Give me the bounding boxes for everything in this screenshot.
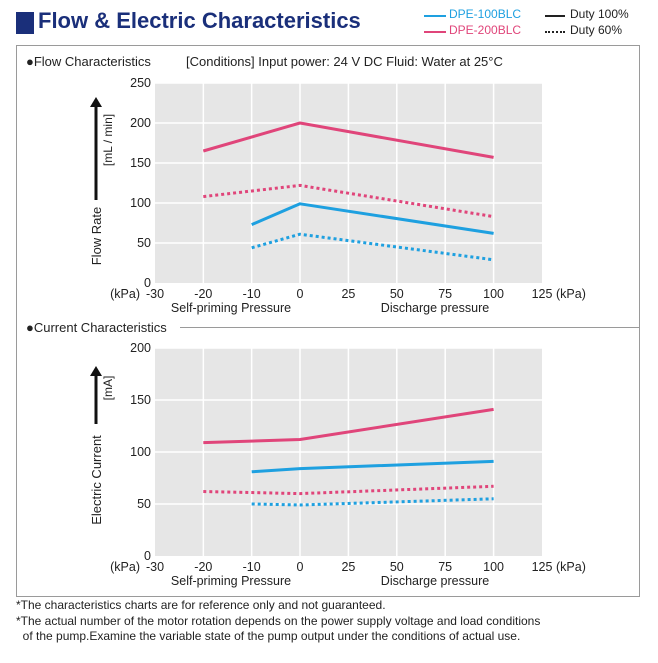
footnote-2: *The actual number of the motor rotation…: [16, 614, 541, 628]
flow-xlabel-right: Discharge pressure: [381, 301, 489, 315]
flow-ytick-label: 100: [130, 196, 151, 210]
legend-label-dpe100: DPE-100BLC: [449, 7, 522, 21]
legend-swatch-duty60: [545, 31, 565, 33]
flow-yaxis-arrow-head: [90, 97, 102, 107]
legend-swatch-duty100: [545, 15, 565, 17]
flow-xtick-label: 25: [341, 287, 355, 301]
current-xtick-label: 100: [483, 560, 504, 574]
flow-xunit-right: (kPa): [556, 287, 586, 301]
flow-series-line-3: [251, 232, 494, 262]
flow-xtick-label: -10: [243, 287, 261, 301]
flow-xtick-label: 75: [438, 287, 452, 301]
title-accent-block: [16, 12, 34, 34]
charts-panel: [16, 45, 640, 597]
flow-xunit-left: (kPa): [110, 287, 140, 301]
flow-xtick-label: -30: [146, 287, 164, 301]
current-xunit-left: (kPa): [110, 560, 140, 574]
current-section-title: ●Current Characteristics: [26, 320, 171, 335]
legend-label-duty100: Duty 100%: [570, 7, 629, 21]
flow-ytick-label: 150: [130, 156, 151, 170]
page-title: Flow & Electric Characteristics: [38, 8, 361, 33]
current-ytick-label: 200: [130, 341, 151, 355]
current-series-line-1: [203, 484, 494, 496]
flow-yunit: [mL / min]: [101, 114, 115, 166]
current-series-line-2: [251, 459, 494, 474]
flow-ytick-label: 200: [130, 116, 151, 130]
legend-label-dpe200: DPE-200BLC: [449, 23, 522, 37]
legend-swatch-dpe200: [424, 31, 446, 33]
current-divider: [180, 327, 640, 328]
current-ytick-label: 150: [130, 393, 151, 407]
current-ytick-label: 100: [130, 445, 151, 459]
current-series-line-0: [203, 407, 494, 445]
flow-conditions: [Conditions] Input power: 24 V DC Fluid:…: [186, 54, 503, 69]
flow-series-line-1: [203, 183, 494, 219]
current-xtick-label: -10: [243, 560, 261, 574]
legend-label-duty60: Duty 60%: [570, 23, 623, 37]
current-xtick-label: 125: [532, 560, 553, 574]
current-xtick-label: 25: [341, 560, 355, 574]
current-ylabel: Electric Current: [89, 435, 104, 525]
current-xtick-label: 0: [297, 560, 304, 574]
flow-xlabel-left: Self-priming Pressure: [171, 301, 291, 315]
flow-series-line-2: [251, 202, 494, 235]
current-ytick-label: 50: [137, 497, 151, 511]
current-xunit-right: (kPa): [556, 560, 586, 574]
current-series-line-3: [251, 497, 494, 507]
flow-ytick-label: 0: [144, 276, 151, 290]
current-ytick-label: 0: [144, 549, 151, 563]
current-xtick-label: -30: [146, 560, 164, 574]
flow-xtick-label: 100: [483, 287, 504, 301]
flow-section-title: ●Flow Characteristics: [26, 54, 151, 69]
flow-ylabel: Flow Rate: [89, 207, 104, 266]
current-xtick-label: 75: [438, 560, 452, 574]
flow-ytick-label: 250: [130, 76, 151, 90]
current-yaxis-arrow-head: [90, 366, 102, 376]
flow-ytick-label: 50: [137, 236, 151, 250]
flow-xtick-label: 125: [532, 287, 553, 301]
current-xlabel-left: Self-priming Pressure: [171, 574, 291, 588]
current-xlabel-right: Discharge pressure: [381, 574, 489, 588]
flow-xtick-label: -20: [194, 287, 212, 301]
footnote-3: of the pump.Examine the variable state o…: [16, 629, 521, 643]
legend-swatch-dpe100: [424, 15, 446, 17]
footnote-1: *The characteristics charts are for refe…: [16, 598, 386, 612]
flow-xtick-label: 50: [390, 287, 404, 301]
current-yunit: [mA]: [101, 376, 115, 401]
current-xtick-label: -20: [194, 560, 212, 574]
current-xtick-label: 50: [390, 560, 404, 574]
flow-xtick-label: 0: [297, 287, 304, 301]
flow-series-line-0: [202, 121, 494, 159]
